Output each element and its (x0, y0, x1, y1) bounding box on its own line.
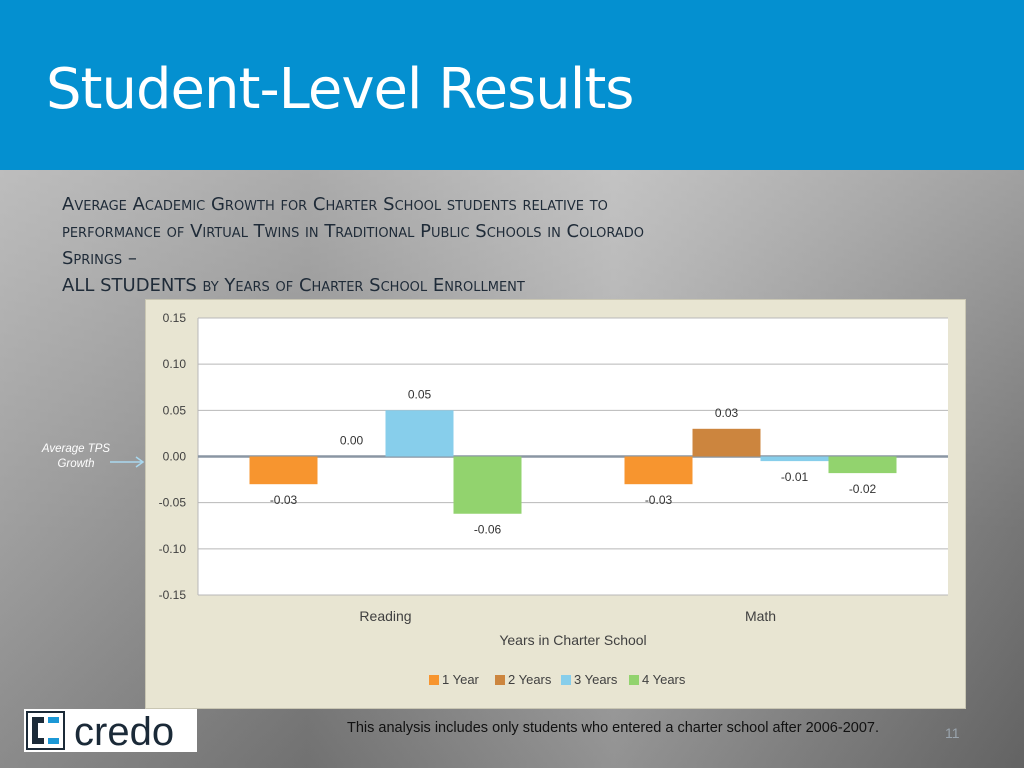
legend-swatch (629, 675, 639, 685)
x-category-label: Reading (359, 608, 411, 624)
bar (385, 410, 454, 457)
y-tick-label: -0.10 (159, 542, 187, 556)
y-tick-label: -0.15 (159, 588, 187, 602)
page-number: 11 (945, 725, 960, 741)
data-label: -0.06 (474, 523, 502, 537)
slide-title: Student-Level Results (46, 57, 634, 122)
bar (828, 456, 897, 474)
footnote: This analysis includes only students who… (347, 720, 879, 736)
legend-swatch (429, 675, 439, 685)
y-tick-label: 0.15 (163, 311, 187, 325)
subtitle-line: ALL STUDENTS by Years of Charter School … (62, 275, 525, 296)
credo-logo: credo (24, 709, 197, 754)
legend-label: 4 Years (642, 672, 686, 687)
bar (624, 456, 693, 485)
data-label: 0.00 (340, 434, 364, 448)
bar-chart: 0.15 0.10 0.05 0.00 -0.05 -0.10 -0.15 -0.03 0.00… (159, 311, 948, 687)
bar (760, 456, 829, 462)
chart-subtitle: Average Academic Growth for Charter Scho… (62, 191, 942, 299)
legend-swatch (495, 675, 505, 685)
x-axis-title: Years in Charter School (499, 632, 646, 648)
credo-logo-icon: credo (26, 710, 174, 754)
data-label: -0.02 (849, 482, 877, 496)
bar (453, 456, 522, 514)
subtitle-line: Springs – (62, 248, 137, 269)
bar (692, 428, 761, 457)
data-label: -0.01 (781, 470, 809, 484)
legend-label: 2 Years (508, 672, 552, 687)
legend-label: 3 Years (574, 672, 618, 687)
data-label: -0.03 (645, 493, 673, 507)
legend-swatch (561, 675, 571, 685)
data-label: -0.03 (270, 493, 298, 507)
logo-text: credo (74, 710, 174, 752)
legend-label: 1 Year (442, 672, 480, 687)
chart-panel: 0.15 0.10 0.05 0.00 -0.05 -0.10 -0.15 -0.03 0.00… (145, 299, 966, 709)
bar (249, 456, 318, 485)
subtitle-line: Average Academic Growth for Charter Scho… (62, 194, 608, 215)
y-tick-label: -0.05 (159, 496, 187, 510)
y-tick-label: 0.00 (163, 450, 187, 464)
y-tick-label: 0.10 (163, 357, 187, 371)
subtitle-line: performance of Virtual Twins in Traditio… (62, 221, 645, 242)
average-tps-label: Average TPS Growth (41, 443, 111, 470)
x-category-label: Math (745, 608, 776, 624)
title-banner: Student-Level Results (0, 0, 1024, 170)
arrow-right-icon (110, 456, 145, 468)
data-label: 0.03 (715, 406, 739, 420)
data-label: 0.05 (408, 387, 432, 401)
y-tick-label: 0.05 (163, 403, 187, 417)
